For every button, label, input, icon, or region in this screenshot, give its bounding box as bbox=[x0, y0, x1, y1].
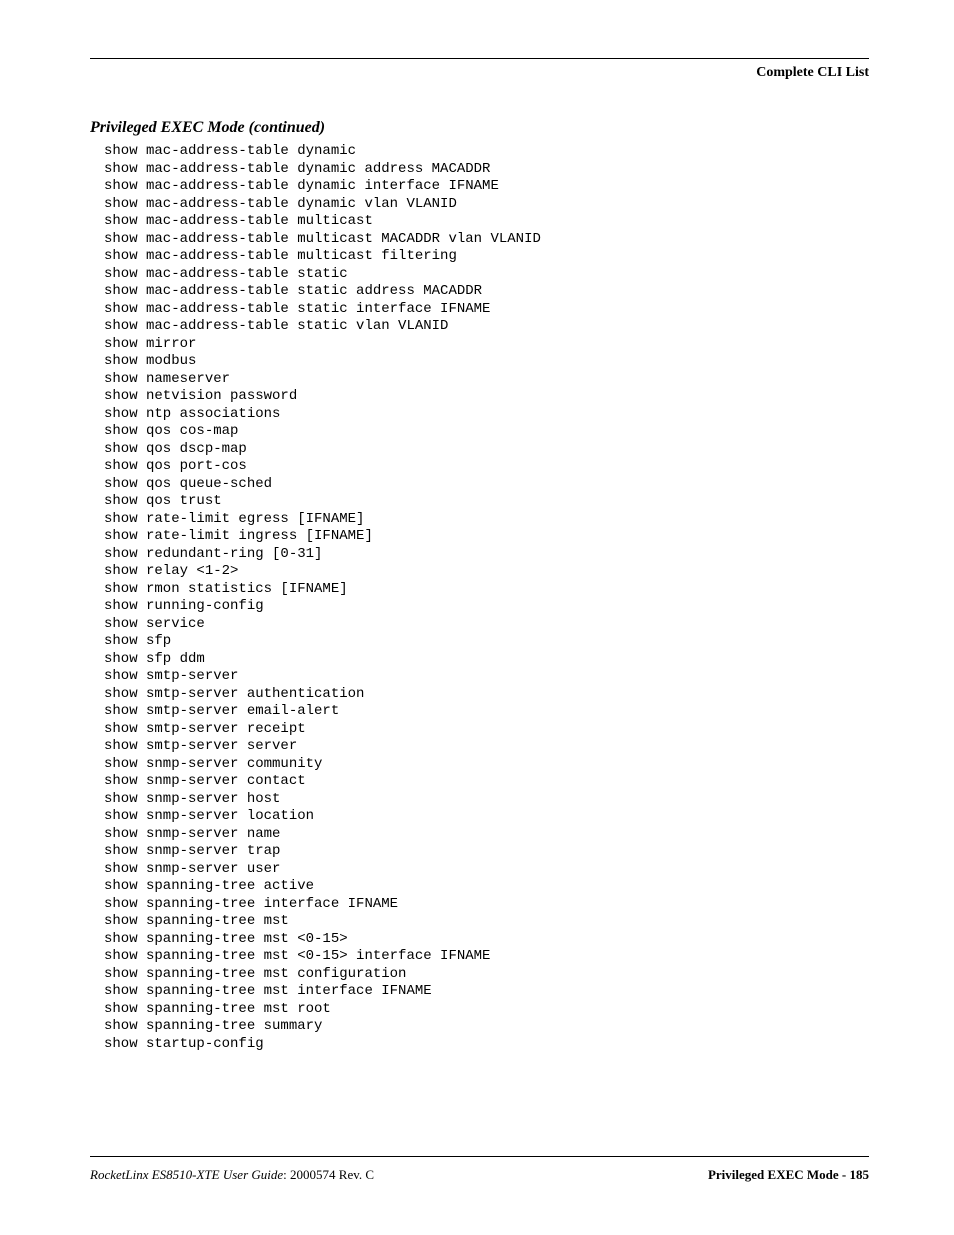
page: Complete CLI List Privileged EXEC Mode (… bbox=[0, 0, 954, 1235]
footer: RocketLinx ES8510-XTE User Guide: 200057… bbox=[90, 1156, 869, 1183]
cli-command-list: show mac-address-table dynamic show mac-… bbox=[104, 143, 869, 1053]
header-right-label: Complete CLI List bbox=[90, 65, 869, 81]
footer-rule bbox=[90, 1156, 869, 1157]
footer-row: RocketLinx ES8510-XTE User Guide: 200057… bbox=[90, 1167, 869, 1183]
footer-guide-title: RocketLinx ES8510-XTE User Guide bbox=[90, 1167, 283, 1182]
section-title: Privileged EXEC Mode (continued) bbox=[90, 119, 869, 137]
footer-doc-rev: : 2000574 Rev. C bbox=[283, 1167, 374, 1182]
footer-right-label: Privileged EXEC Mode - 185 bbox=[708, 1167, 869, 1183]
footer-left: RocketLinx ES8510-XTE User Guide: 200057… bbox=[90, 1167, 374, 1183]
header-rule bbox=[90, 58, 869, 59]
